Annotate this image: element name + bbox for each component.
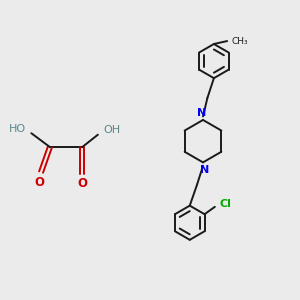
Text: O: O [77,177,87,190]
Text: Cl: Cl [219,199,231,209]
Text: OH: OH [103,125,120,135]
Text: O: O [34,176,45,189]
Text: CH₃: CH₃ [232,37,248,46]
Text: HO: HO [9,124,26,134]
Text: N: N [200,165,209,175]
Text: N: N [197,108,206,118]
